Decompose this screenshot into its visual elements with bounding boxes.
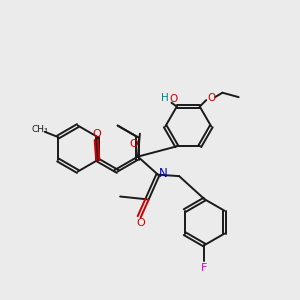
Text: O: O [92,128,101,139]
Text: O: O [130,140,138,149]
Text: O: O [136,218,145,228]
Text: N: N [159,167,168,180]
Text: H: H [161,93,169,103]
Text: CH₃: CH₃ [31,125,48,134]
Text: F: F [201,263,208,273]
Text: O: O [207,93,216,103]
Text: O: O [170,94,178,104]
